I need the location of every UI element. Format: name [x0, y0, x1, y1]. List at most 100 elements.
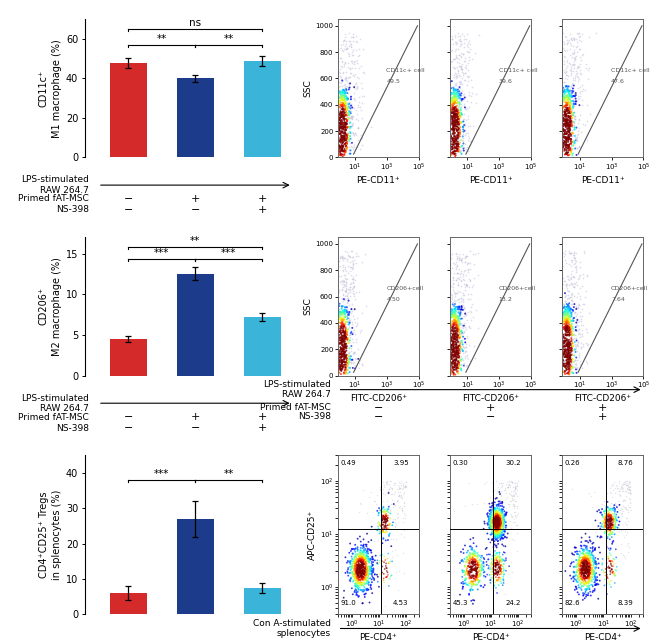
Point [601, 504, 612, 515]
Point [349, 291, 359, 301]
Point [494, 527, 504, 538]
Point [567, 137, 577, 147]
Point [559, 83, 569, 93]
Point [373, 524, 384, 534]
Point [346, 113, 356, 124]
Point [595, 524, 605, 534]
Point [584, 575, 594, 585]
Point [606, 556, 617, 566]
Point [583, 573, 593, 584]
Point [582, 565, 593, 575]
Point [562, 326, 573, 336]
Point [380, 518, 391, 529]
Point [604, 515, 614, 525]
Point [455, 254, 465, 264]
Point [564, 120, 575, 130]
Point [443, 138, 454, 148]
Point [335, 122, 346, 132]
Point [456, 63, 467, 74]
Point [333, 346, 344, 356]
Point [569, 54, 580, 64]
Point [341, 339, 351, 349]
Point [586, 563, 597, 573]
Point [498, 526, 508, 536]
Point [558, 36, 569, 47]
Point [590, 577, 600, 588]
Point [497, 524, 507, 534]
Point [339, 59, 349, 69]
Point [608, 566, 618, 577]
Point [443, 357, 454, 367]
Point [458, 582, 468, 592]
Point [582, 573, 593, 584]
Point [358, 562, 368, 572]
Point [356, 571, 367, 581]
Point [452, 356, 463, 366]
Point [575, 564, 586, 575]
Point [486, 515, 496, 525]
Point [573, 32, 584, 42]
Point [566, 40, 577, 50]
Point [448, 123, 459, 133]
Point [612, 523, 623, 533]
Point [572, 340, 582, 350]
Point [339, 129, 350, 139]
Point [576, 320, 586, 330]
Point [465, 541, 476, 552]
Point [448, 129, 458, 140]
Point [357, 554, 367, 564]
Point [446, 132, 456, 143]
Point [343, 110, 354, 120]
Point [604, 548, 615, 559]
Point [450, 102, 461, 113]
Point [495, 524, 506, 534]
Point [448, 358, 458, 369]
Point [583, 561, 593, 571]
Point [462, 552, 472, 562]
Point [582, 549, 593, 559]
Point [352, 566, 362, 577]
Point [569, 573, 579, 584]
Point [558, 145, 569, 155]
Point [452, 98, 463, 108]
Point [566, 339, 576, 349]
Point [466, 596, 476, 606]
Point [560, 128, 570, 138]
Point [364, 564, 374, 575]
Point [491, 514, 502, 524]
Point [491, 509, 501, 520]
Point [330, 310, 341, 320]
Point [342, 334, 352, 344]
Point [455, 589, 465, 600]
Point [558, 336, 569, 346]
Point [566, 107, 576, 117]
Point [465, 572, 476, 582]
Point [569, 291, 579, 301]
Point [446, 289, 456, 300]
Point [567, 116, 578, 127]
Point [566, 137, 577, 147]
Point [485, 513, 495, 524]
Point [571, 96, 582, 106]
Point [565, 353, 575, 364]
Point [462, 127, 473, 138]
Point [489, 511, 499, 521]
Point [450, 36, 460, 47]
Point [558, 366, 568, 376]
Point [354, 572, 364, 582]
Point [450, 340, 461, 350]
Point [339, 115, 350, 125]
Point [564, 323, 574, 333]
Point [451, 73, 462, 83]
Point [452, 251, 462, 261]
Point [564, 305, 575, 316]
Point [566, 125, 577, 135]
Point [344, 343, 354, 353]
Point [454, 329, 465, 339]
Point [566, 484, 577, 495]
Point [564, 58, 574, 68]
Point [344, 568, 355, 579]
Point [460, 307, 470, 317]
Point [456, 77, 466, 88]
Point [573, 577, 583, 588]
